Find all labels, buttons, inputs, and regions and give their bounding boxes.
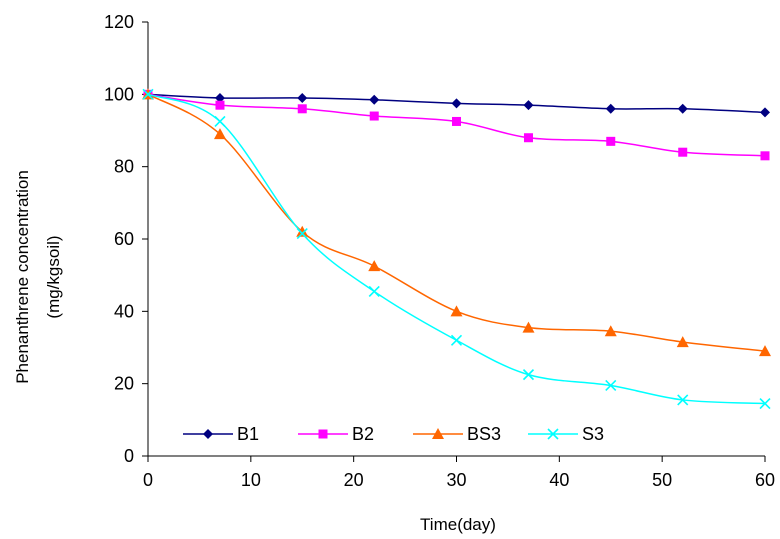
y-tick-label: 100	[104, 84, 134, 104]
legend-item-b2: B2	[298, 424, 374, 444]
legend-label: B2	[352, 424, 374, 444]
x-tick-label: 20	[344, 470, 364, 490]
data-point-s3	[296, 228, 308, 240]
legend: B1 B2 BS3 S3	[183, 424, 604, 444]
x-tick-label: 50	[652, 470, 672, 490]
x-tick-label: 40	[549, 470, 569, 490]
data-point-b1	[214, 92, 225, 103]
data-point-bs3	[604, 325, 617, 337]
data-point-s3	[214, 115, 226, 128]
series-line-s3	[147, 93, 766, 405]
series-bs3	[142, 88, 771, 357]
data-point-bs3	[213, 128, 226, 140]
y-tick-label: 60	[114, 229, 134, 249]
data-point-b1	[605, 103, 616, 114]
data-point-s3	[522, 369, 535, 381]
legend-swatch-marker	[203, 429, 213, 439]
series-s3	[142, 88, 771, 410]
data-point-b2	[606, 136, 616, 146]
data-point-s3	[450, 334, 463, 346]
y-tick-label: 80	[114, 157, 134, 177]
legend-swatch-marker	[432, 428, 444, 439]
data-point-s3	[368, 285, 380, 298]
data-point-b1	[297, 92, 308, 103]
data-point-bs3	[296, 225, 309, 237]
axes	[147, 22, 765, 457]
series-b1	[143, 89, 770, 118]
legend-label: B1	[237, 424, 259, 444]
data-point-s3	[142, 88, 154, 100]
data-point-b2	[452, 116, 461, 126]
x-tick-label: 0	[143, 470, 153, 490]
y-tick-label: 20	[114, 374, 134, 394]
data-point-bs3	[522, 321, 535, 333]
x-axis-label: Time(day)	[420, 515, 496, 534]
data-point-b2	[297, 104, 307, 114]
legend-swatch-marker	[547, 428, 559, 440]
y-axis-label-line-2: (mg/kgsoil)	[44, 235, 63, 318]
data-point-b1	[760, 107, 770, 118]
data-point-b2	[369, 111, 379, 121]
data-point-s3	[605, 379, 617, 392]
data-point-s3	[759, 397, 771, 410]
ticks: 0 20 40 60 80 100 120 0 10 20 30 40 50 60	[104, 12, 775, 490]
data-point-b2	[215, 100, 225, 110]
y-axis-label-group: Phenanthrene concentration (mg/kgsoil)	[13, 170, 63, 384]
y-tick-label: 0	[124, 446, 134, 466]
data-point-s3	[677, 394, 689, 406]
data-point-bs3	[450, 305, 463, 317]
data-point-b1	[369, 94, 380, 105]
data-point-b1	[677, 103, 688, 114]
data-point-b1	[523, 100, 534, 111]
data-point-b2	[523, 133, 533, 143]
legend-item-bs3: BS3	[413, 424, 501, 444]
legend-item-s3: S3	[528, 424, 604, 444]
y-tick-label: 120	[104, 12, 134, 32]
data-point-b1	[451, 98, 462, 109]
legend-swatch-marker	[318, 429, 328, 439]
data-point-b2	[760, 151, 770, 161]
series-line-bs3	[147, 93, 766, 352]
data-point-bs3	[368, 260, 381, 272]
legend-item-b1: B1	[183, 424, 259, 444]
x-tick-label: 60	[755, 470, 775, 490]
x-tick-label: 30	[446, 470, 466, 490]
legend-label: BS3	[467, 424, 501, 444]
data-point-bs3	[759, 345, 771, 357]
data-point-bs3	[676, 336, 689, 348]
legend-label: S3	[582, 424, 604, 444]
x-tick-label: 10	[241, 470, 261, 490]
y-tick-label: 40	[114, 301, 134, 321]
series-layer	[142, 88, 771, 410]
y-axis-label-line-1: Phenanthrene concentration	[13, 170, 32, 384]
data-point-b2	[678, 147, 688, 157]
